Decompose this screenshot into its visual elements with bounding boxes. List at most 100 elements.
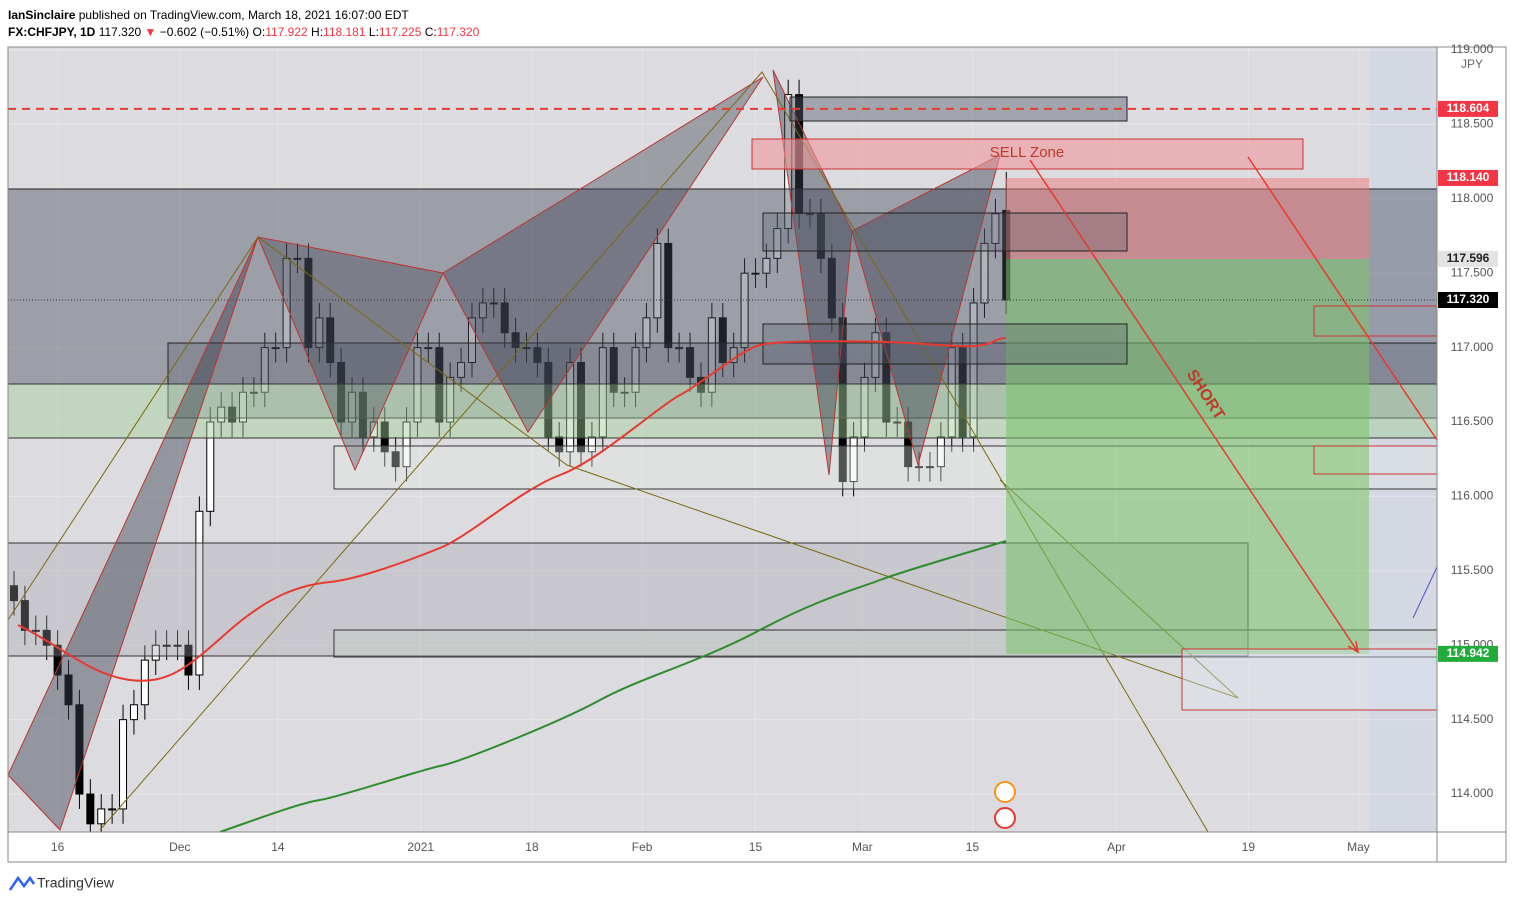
ma-slow (219, 540, 1007, 833)
candle-body (609, 347, 618, 393)
candle-body (315, 317, 324, 349)
y-tick-label: 116.000 (1451, 489, 1494, 503)
y-tick-label: 119.000 (1451, 42, 1494, 56)
price-marker-label: 114.942 (1447, 646, 1490, 660)
candle-body (64, 674, 73, 706)
candle-body (587, 436, 596, 453)
future-bg (1369, 47, 1437, 832)
candle-body (893, 421, 902, 424)
box (1181, 648, 1438, 711)
sell-zone-label: SELL Zone (990, 144, 1065, 161)
candle-body (511, 332, 520, 349)
price-marker-label: 117.596 (1447, 251, 1490, 265)
price-marker (1438, 100, 1498, 117)
c-label: C: (424, 25, 437, 39)
candle-body (664, 242, 673, 349)
candle-body (97, 808, 106, 825)
candle-body (206, 421, 215, 512)
candle-body (958, 347, 967, 438)
o-label: O: (252, 25, 266, 39)
candle-body (762, 257, 771, 274)
candle-body (238, 391, 247, 423)
candle-body (653, 242, 662, 319)
y-tick-label: 115.500 (1451, 563, 1494, 577)
candle-body (478, 302, 487, 319)
icon (994, 807, 1016, 829)
y-tick-label: 117.000 (1451, 340, 1494, 354)
arrow-head (1347, 640, 1360, 654)
x-tick-label: 2021 (407, 840, 434, 854)
l-label: L: (368, 25, 379, 39)
candle-body (555, 436, 564, 453)
candle-body (304, 257, 313, 349)
o: 117.922 (265, 25, 308, 39)
x-tick-label: 15 (749, 840, 763, 854)
candle-body (151, 644, 160, 661)
pattern (7, 236, 259, 831)
x-tick-label: 14 (271, 840, 285, 854)
candle-body (816, 213, 825, 259)
candle-body (620, 391, 629, 394)
candle-body (500, 302, 509, 334)
candle-body (446, 376, 455, 423)
x-tick-label: Apr (1107, 840, 1126, 854)
candle-body (980, 242, 989, 304)
candle-body (740, 272, 749, 349)
candle-body (228, 406, 237, 423)
candle-body (358, 391, 367, 438)
y-tick-label: 114.000 (1451, 786, 1494, 800)
l: 117.225 (378, 25, 422, 39)
y-tick-label: 117.500 (1451, 265, 1494, 279)
candle-body (773, 228, 782, 259)
candle-body (686, 347, 695, 378)
x-tick-label: Mar (852, 840, 873, 854)
candle-body (806, 213, 815, 216)
candle-body (162, 644, 171, 647)
candle-body (751, 272, 760, 275)
candle-body (424, 347, 433, 350)
candle-body (915, 466, 924, 469)
candle-body (20, 600, 29, 631)
candle-body (271, 347, 280, 350)
candle-body (31, 629, 40, 632)
candle-body (217, 406, 226, 423)
last: 117.320 (98, 25, 142, 39)
ma-fast (17, 337, 1007, 682)
price-marker (1438, 250, 1498, 267)
candle-body (718, 317, 727, 363)
candle-body (184, 644, 193, 676)
candle-body (326, 317, 335, 363)
candle-body (435, 347, 444, 423)
symbol: FX:CHFJPY, 1D (8, 25, 96, 39)
candle-body (260, 347, 269, 393)
candle-body (402, 421, 411, 468)
candle-body (631, 347, 640, 393)
x-tick-label: May (1347, 840, 1370, 854)
candle-body (904, 421, 913, 468)
candle-body (991, 213, 1000, 244)
x-tick-label: 19 (1242, 840, 1256, 854)
x-tick-label: 18 (525, 840, 539, 854)
drawings: SELL Zone SHORT (7, 69, 1438, 833)
candle-body (413, 347, 422, 423)
line (1412, 566, 1438, 619)
header: IanSinclaire published on TradingView.co… (8, 7, 479, 41)
target-zone (1006, 259, 1369, 654)
change: −0.602 (−0.51%) (159, 25, 250, 39)
brand: TradingView (37, 875, 115, 891)
candle-body (337, 361, 346, 423)
arrow (1029, 159, 1359, 653)
candle-body (882, 332, 891, 423)
candle-body (729, 347, 738, 363)
candle-body (369, 421, 378, 438)
stop-zone (1006, 178, 1369, 259)
candle-body (860, 376, 869, 438)
y-tick-label: 118.500 (1451, 117, 1494, 131)
candle-body (577, 361, 586, 453)
h: 118.181 (323, 25, 366, 39)
price-marker-label: 118.140 (1447, 170, 1490, 184)
candle-body (849, 436, 858, 483)
y-tick-label: 118.000 (1451, 191, 1494, 205)
x-tick-label: Dec (169, 840, 190, 854)
